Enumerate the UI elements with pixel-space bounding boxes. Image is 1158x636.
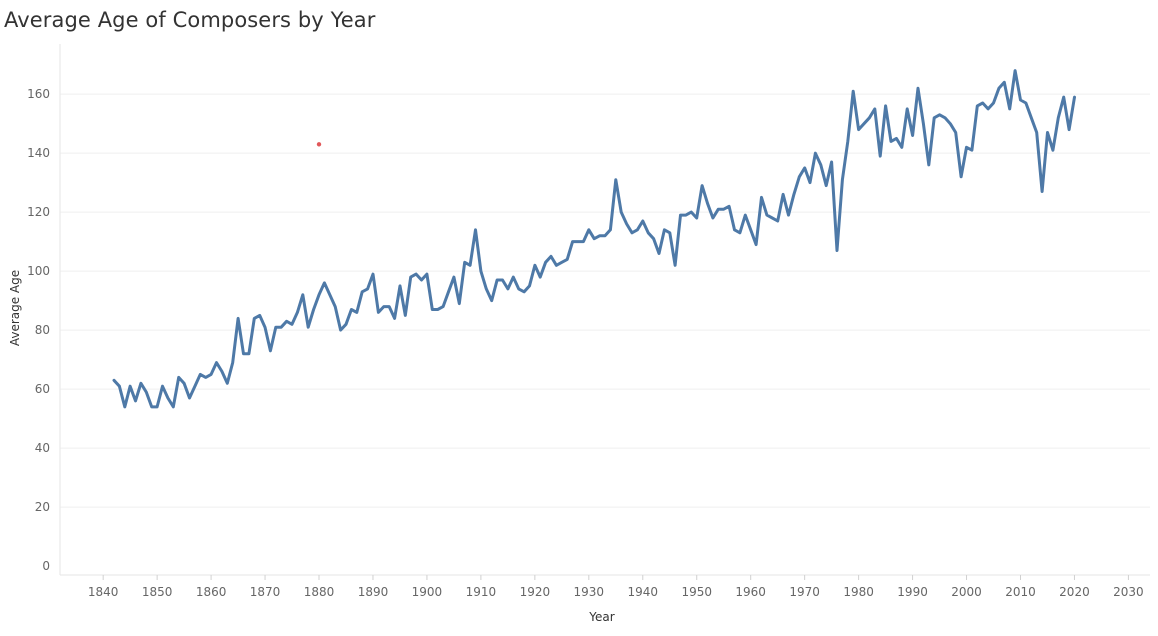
y-tick-label: 60	[35, 382, 50, 396]
y-tick-label: 140	[27, 146, 50, 160]
x-tick-label: 1900	[412, 585, 443, 599]
x-axis-ticks: 1840 1850 1860 1870 1880 1890 1900 1910 1920 1930…	[88, 575, 1144, 599]
x-tick-label: 1850	[142, 585, 173, 599]
y-tick-label: 20	[35, 500, 50, 514]
x-tick-label: 1880	[304, 585, 335, 599]
x-tick-label: 1940	[627, 585, 658, 599]
x-tick-label: 1950	[681, 585, 712, 599]
x-tick-label: 1980	[843, 585, 874, 599]
x-tick-label: 2010	[1005, 585, 1036, 599]
y-axis-ticks: 0 20 40 60 80 100 120 140 160	[27, 87, 50, 573]
axes	[59, 44, 1150, 576]
x-tick-label: 1920	[520, 585, 551, 599]
x-tick-label: 1860	[196, 585, 227, 599]
y-tick-label: 160	[27, 87, 50, 101]
x-tick-label: 1930	[574, 585, 605, 599]
series-line[interactable]	[112, 69, 1076, 409]
x-tick-label: 2000	[951, 585, 982, 599]
y-tick-label: 120	[27, 205, 50, 219]
x-axis-title: Year	[588, 610, 614, 624]
x-tick-label: 1870	[250, 585, 281, 599]
series-layer[interactable]	[112, 69, 1076, 409]
x-tick-label: 1960	[735, 585, 766, 599]
highlight-point[interactable]	[316, 142, 322, 147]
y-tick-label: 80	[35, 323, 50, 337]
x-tick-label: 1840	[88, 585, 119, 599]
gridlines	[60, 93, 1150, 508]
x-tick-label: 2020	[1059, 585, 1090, 599]
x-tick-label: 2030	[1113, 585, 1144, 599]
y-tick-label: 40	[35, 441, 50, 455]
x-tick-label: 1990	[897, 585, 928, 599]
y-tick-label: 100	[27, 264, 50, 278]
x-tick-label: 1970	[789, 585, 820, 599]
x-tick-label: 1910	[466, 585, 497, 599]
y-tick-label: 0	[42, 559, 50, 573]
chart-title: Average Age of Composers by Year	[4, 8, 376, 32]
y-axis-title: Average Age	[8, 270, 22, 346]
x-tick-label: 1890	[358, 585, 389, 599]
